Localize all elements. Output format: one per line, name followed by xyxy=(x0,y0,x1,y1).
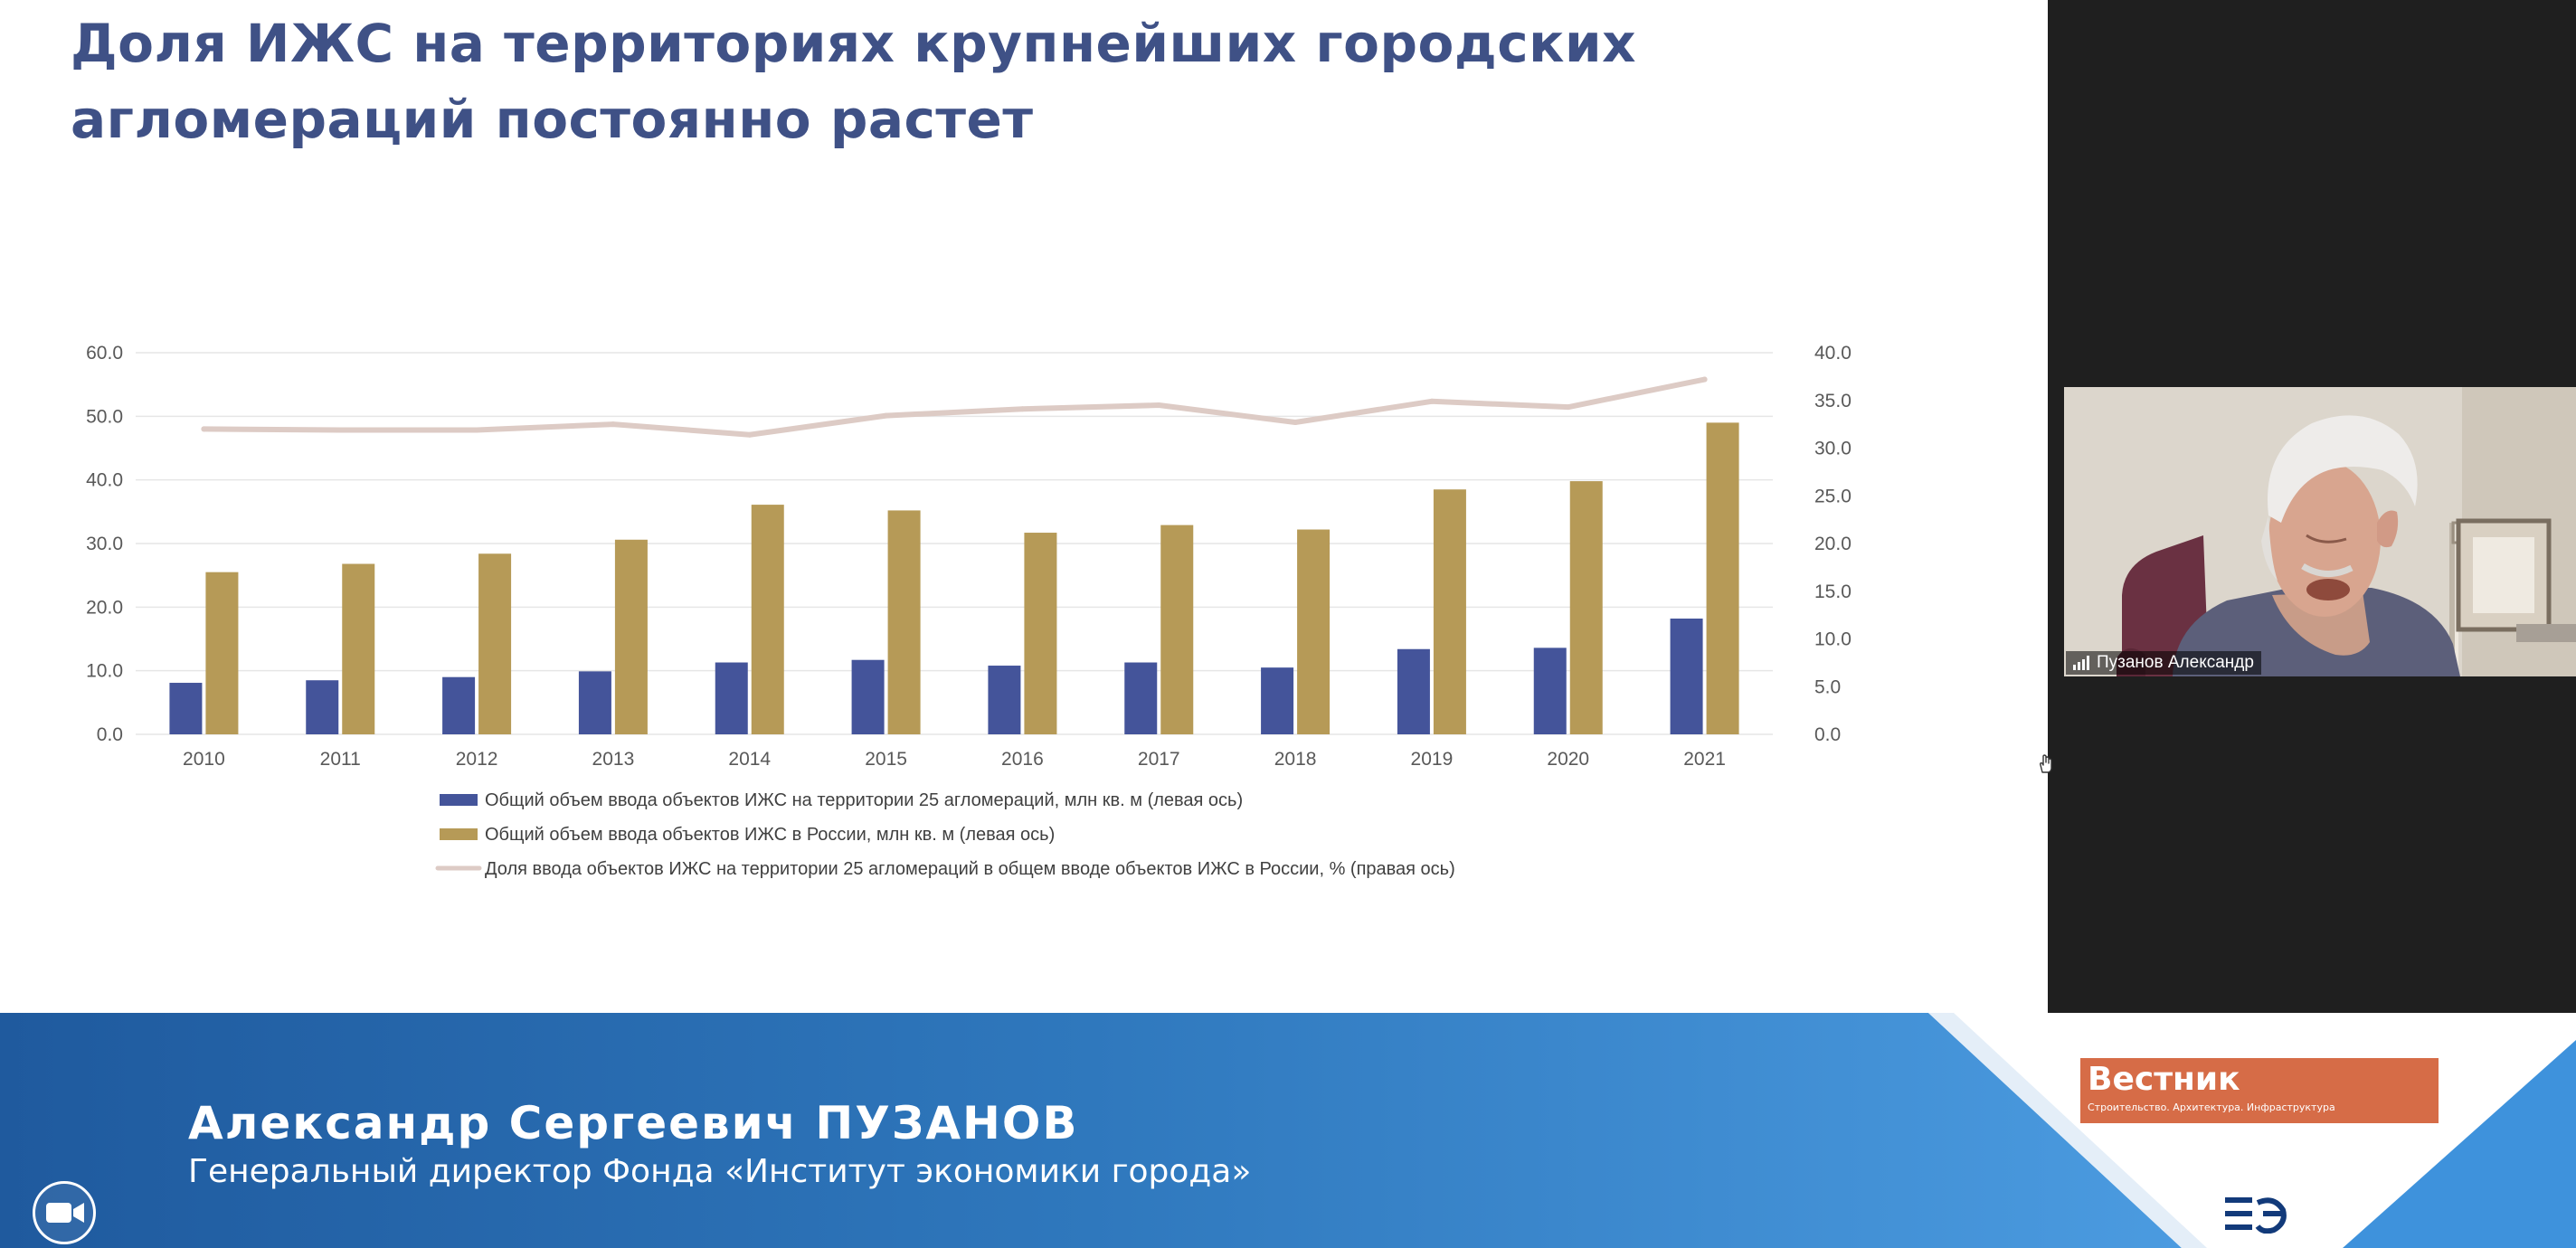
line-point xyxy=(1701,376,1708,383)
bar-agglomerations xyxy=(1670,618,1703,734)
bar-russia xyxy=(1160,525,1194,734)
hand-cursor-icon xyxy=(2040,754,2052,773)
x-axis-tick-label: 2011 xyxy=(320,749,361,770)
line-point xyxy=(1293,420,1299,426)
right-axis-tick-label: 0.0 xyxy=(1814,724,1841,745)
line-point xyxy=(1428,398,1435,404)
bar-russia xyxy=(614,539,648,734)
legend-label: Общий объем ввода объектов ИЖС на террит… xyxy=(485,790,1243,810)
bar-agglomerations xyxy=(1124,662,1158,734)
line-point xyxy=(1156,402,1162,409)
brand-name: Вестник xyxy=(2088,1061,2240,1098)
left-axis-tick-label: 30.0 xyxy=(86,534,123,554)
right-axis-tick-label: 10.0 xyxy=(1814,629,1852,650)
participant-video-image xyxy=(2064,387,2576,676)
slide-title: Доля ИЖС на территориях крупнейших город… xyxy=(71,13,1637,150)
bar-russia xyxy=(205,572,239,734)
bar-agglomerations xyxy=(442,676,476,734)
x-axis-tick-label: 2020 xyxy=(1547,749,1589,770)
x-axis-tick-label: 2019 xyxy=(1411,749,1454,770)
brand-mark-logo xyxy=(2225,1197,2287,1234)
right-axis-tick-label: 5.0 xyxy=(1814,676,1841,697)
x-axis-tick-label: 2017 xyxy=(1138,749,1180,770)
bar-russia xyxy=(478,553,512,734)
participant-name-tag: Пузанов Александр xyxy=(2066,651,2261,675)
bar-agglomerations xyxy=(306,680,339,734)
bar-russia xyxy=(1706,422,1739,734)
x-axis-tick-label: 2016 xyxy=(1001,749,1044,770)
brand-tagline: Строительство. Архитектура. Инфраструкту… xyxy=(2088,1101,2335,1113)
bar-agglomerations xyxy=(1397,648,1430,734)
legend-label: Общий объем ввода объектов ИЖС в России,… xyxy=(485,825,1055,845)
x-axis-tick-label: 2013 xyxy=(592,749,635,770)
legend-swatch xyxy=(440,794,478,806)
x-axis-tick-label: 2015 xyxy=(865,749,907,770)
bar-agglomerations xyxy=(578,671,611,734)
lower-third-banner: Александр Сергеевич ПУЗАНОВ Генеральный … xyxy=(0,1013,2576,1248)
x-axis-tick-label: 2018 xyxy=(1274,749,1317,770)
speaker-name: Александр Сергеевич ПУЗАНОВ xyxy=(188,1097,1079,1149)
right-axis-tick-label: 20.0 xyxy=(1814,534,1852,554)
bar-russia xyxy=(1569,481,1603,734)
left-axis-tick-label: 20.0 xyxy=(86,597,123,618)
right-axis-tick-label: 30.0 xyxy=(1814,439,1852,459)
right-axis-tick-label: 25.0 xyxy=(1814,486,1852,506)
bar-russia xyxy=(751,505,784,734)
left-axis-tick-label: 10.0 xyxy=(86,661,123,682)
bar-russia xyxy=(342,563,375,734)
video-camera-icon xyxy=(46,1203,84,1223)
line-point xyxy=(474,427,480,433)
left-axis-tick-label: 50.0 xyxy=(86,406,123,427)
line-point xyxy=(1565,404,1571,411)
line-point xyxy=(337,427,344,433)
bar-agglomerations xyxy=(1261,667,1294,734)
bar-agglomerations xyxy=(851,659,885,734)
line-point xyxy=(883,412,889,419)
vestnik-logo: Вестник Строительство. Архитектура. Инфр… xyxy=(2080,1058,2439,1123)
left-axis-tick-label: 40.0 xyxy=(86,470,123,491)
video-camera-button[interactable] xyxy=(33,1181,96,1244)
participant-name: Пузанов Александр xyxy=(2097,653,2254,672)
bar-russia xyxy=(1024,533,1057,734)
legend-label: Доля ввода объектов ИЖС на территории 25… xyxy=(485,859,1455,879)
left-axis-tick-label: 60.0 xyxy=(86,343,123,364)
bar-russia xyxy=(887,510,921,734)
bar-russia xyxy=(1297,529,1331,734)
right-axis-tick-label: 40.0 xyxy=(1814,343,1852,364)
speaker-role: Генеральный директор Фонда «Институт эко… xyxy=(188,1153,1252,1190)
x-axis-tick-label: 2021 xyxy=(1683,749,1726,770)
line-point xyxy=(201,426,207,432)
x-axis-tick-label: 2012 xyxy=(456,749,498,770)
line-point xyxy=(1019,406,1026,412)
signal-bars-icon xyxy=(2073,656,2089,670)
line-point xyxy=(610,421,616,428)
right-axis-tick-label: 15.0 xyxy=(1814,581,1852,602)
line-series-share xyxy=(201,376,1708,438)
bar-agglomerations xyxy=(169,683,203,734)
banner-background xyxy=(0,1013,2576,1248)
bar-agglomerations xyxy=(1533,648,1567,734)
right-axis-tick-label: 35.0 xyxy=(1814,391,1852,411)
left-axis-tick-label: 0.0 xyxy=(97,724,123,745)
chart: 0.0 10.0 20.0 30.0 40.0 50.0 60.0 0.0 5.0 10.0 15.… xyxy=(86,343,1852,879)
bar-agglomerations xyxy=(715,662,748,734)
presentation-slide: Доля ИЖС на территориях крупнейших город… xyxy=(71,13,1852,879)
line-point xyxy=(746,431,753,438)
x-axis-tick-label: 2010 xyxy=(183,749,225,770)
bar-agglomerations xyxy=(988,666,1021,734)
participant-video-tile[interactable] xyxy=(2064,387,2576,676)
bar-russia xyxy=(1433,489,1466,734)
legend-swatch xyxy=(440,828,478,840)
x-axis-tick-label: 2014 xyxy=(728,749,771,770)
